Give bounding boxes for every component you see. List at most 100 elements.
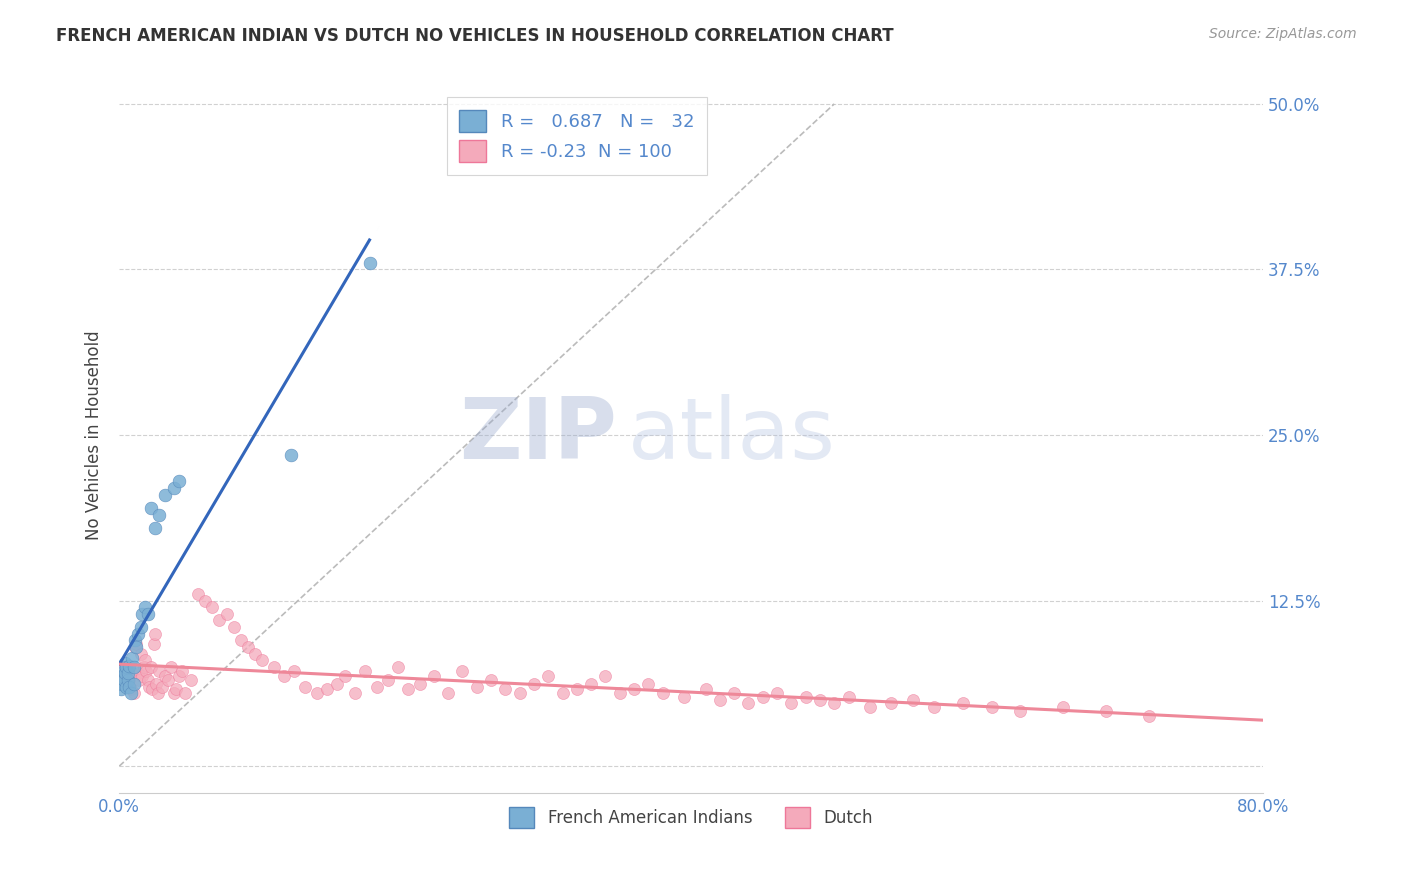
Point xyxy=(114,673,136,687)
Point xyxy=(110,682,132,697)
Point xyxy=(125,640,148,654)
Point xyxy=(114,666,136,681)
Point xyxy=(136,673,159,687)
Point xyxy=(132,660,155,674)
Point xyxy=(111,677,134,691)
Point xyxy=(127,626,149,640)
Point xyxy=(766,686,789,700)
Point xyxy=(423,669,446,683)
Point xyxy=(180,673,202,687)
Point xyxy=(283,664,305,678)
Point xyxy=(709,693,731,707)
Point xyxy=(252,653,274,667)
Point xyxy=(162,481,184,495)
Point xyxy=(124,640,146,654)
Point xyxy=(169,669,191,683)
Point xyxy=(924,699,946,714)
Point xyxy=(637,677,659,691)
Point xyxy=(723,686,745,700)
Point xyxy=(305,686,328,700)
Point xyxy=(148,664,170,678)
Point xyxy=(122,660,145,674)
Point xyxy=(344,686,367,700)
Point xyxy=(174,686,197,700)
Point xyxy=(112,669,135,683)
Point xyxy=(117,673,139,687)
Point xyxy=(651,686,673,700)
Point xyxy=(695,682,717,697)
Point xyxy=(129,647,152,661)
Point xyxy=(1010,704,1032,718)
Point xyxy=(737,696,759,710)
Point xyxy=(315,682,337,697)
Point xyxy=(595,669,617,683)
Point xyxy=(124,633,146,648)
Point xyxy=(509,686,531,700)
Point xyxy=(145,677,167,691)
Point xyxy=(120,682,142,697)
Point xyxy=(494,682,516,697)
Text: FRENCH AMERICAN INDIAN VS DUTCH NO VEHICLES IN HOUSEHOLD CORRELATION CHART: FRENCH AMERICAN INDIAN VS DUTCH NO VEHIC… xyxy=(56,27,894,45)
Point xyxy=(156,673,179,687)
Point xyxy=(162,686,184,700)
Point xyxy=(141,682,163,697)
Point xyxy=(609,686,631,700)
Point xyxy=(143,626,166,640)
Point xyxy=(112,673,135,687)
Point xyxy=(159,660,181,674)
Point xyxy=(201,600,224,615)
Point xyxy=(111,669,134,683)
Point xyxy=(901,693,924,707)
Point xyxy=(172,664,194,678)
Point xyxy=(136,607,159,621)
Point xyxy=(335,669,357,683)
Point xyxy=(148,508,170,522)
Point xyxy=(139,500,162,515)
Point xyxy=(408,677,430,691)
Point xyxy=(1095,704,1118,718)
Point xyxy=(1052,699,1074,714)
Point xyxy=(131,669,153,683)
Point xyxy=(366,680,388,694)
Point xyxy=(263,660,285,674)
Point xyxy=(150,680,173,694)
Point xyxy=(121,666,143,681)
Point xyxy=(437,686,460,700)
Point xyxy=(229,633,252,648)
Point xyxy=(780,696,803,710)
Point xyxy=(673,690,696,705)
Point xyxy=(142,637,165,651)
Point xyxy=(146,686,169,700)
Point xyxy=(859,699,882,714)
Point xyxy=(143,521,166,535)
Point xyxy=(166,682,188,697)
Point xyxy=(236,640,259,654)
Point xyxy=(169,475,191,489)
Point xyxy=(565,682,588,697)
Point xyxy=(134,600,156,615)
Point xyxy=(135,664,157,678)
Point xyxy=(579,677,602,691)
Point xyxy=(838,690,860,705)
Point xyxy=(208,614,231,628)
Point xyxy=(387,660,409,674)
Point xyxy=(187,587,209,601)
Point xyxy=(222,620,245,634)
Point xyxy=(396,682,419,697)
Point xyxy=(354,664,377,678)
Point xyxy=(118,680,141,694)
Text: atlas: atlas xyxy=(628,393,837,476)
Point xyxy=(751,690,773,705)
Point xyxy=(153,669,176,683)
Point xyxy=(139,660,162,674)
Point xyxy=(120,686,142,700)
Point xyxy=(117,680,139,694)
Point xyxy=(243,647,266,661)
Point xyxy=(122,686,145,700)
Point xyxy=(823,696,845,710)
Point xyxy=(215,607,238,621)
Text: Source: ZipAtlas.com: Source: ZipAtlas.com xyxy=(1209,27,1357,41)
Point xyxy=(129,620,152,634)
Point xyxy=(121,650,143,665)
Point xyxy=(115,660,138,674)
